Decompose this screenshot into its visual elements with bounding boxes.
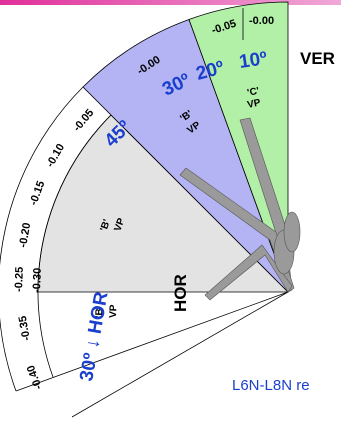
tick-label: -0.30 — [31, 268, 44, 293]
tick-label: -0.15 — [28, 179, 48, 207]
top-bar — [0, 0, 341, 5]
tick-label: -0.00 — [249, 15, 274, 27]
note-text: L6N-L8N re — [232, 377, 310, 394]
diagram: -0.05 -0.00 -0.00 -0.05 -0.10 -0.15 -0.2… — [0, 0, 341, 424]
hor-label: HOR — [171, 274, 190, 312]
bottom-angle-label: 30º ↓ HOR — [76, 290, 112, 383]
tick-label: -0.20 — [17, 222, 33, 249]
tick-label: -0.05 — [71, 107, 96, 134]
tick-label: -0.10 — [44, 142, 67, 170]
angle-label: 10º — [238, 48, 269, 73]
tick-label: -0.25 — [13, 267, 26, 292]
ver-label: VER — [300, 49, 335, 68]
tick-label: -0.35 — [17, 315, 33, 342]
